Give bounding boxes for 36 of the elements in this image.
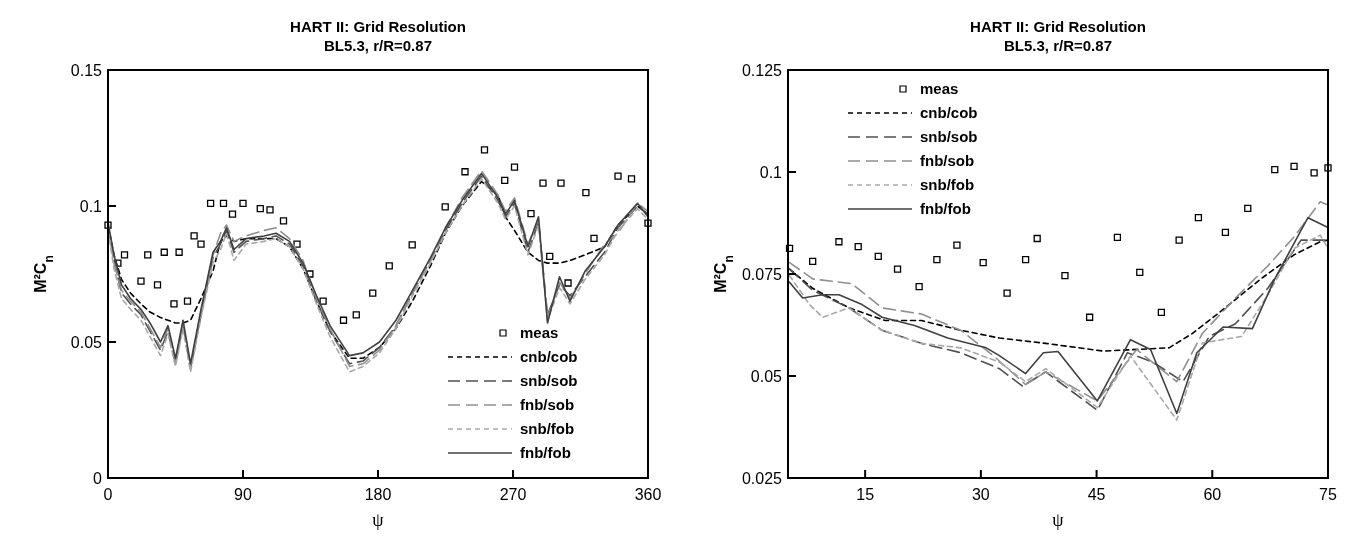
legend-label: fnb/fob xyxy=(920,200,971,218)
y-tick-label: 0 xyxy=(93,469,103,487)
chart-subtitle: BL5.3, r/R=0.87 xyxy=(1004,37,1112,54)
y-tick-label: 0.025 xyxy=(741,469,783,487)
y-tick-label: 0.1 xyxy=(79,197,103,215)
legend-label: meas xyxy=(520,324,559,342)
x-tick-label: 60 xyxy=(1203,486,1222,503)
legend-label: snb/fob xyxy=(920,176,975,194)
legend-label: fnb/sob xyxy=(920,152,975,170)
x-tick-label: 270 xyxy=(499,486,527,503)
x-tick-label: 360 xyxy=(634,486,662,503)
legend-label: cnb/cob xyxy=(520,348,578,366)
x-tick-label: 90 xyxy=(234,486,252,503)
y-tick-label: 0.05 xyxy=(750,367,783,385)
x-tick-label: 45 xyxy=(1087,486,1106,503)
y-tick-label: 0.05 xyxy=(70,333,103,351)
y-tick-label: 0.1 xyxy=(759,163,783,181)
x-axis-title: ψ xyxy=(1052,510,1065,530)
x-tick-label: 30 xyxy=(971,486,990,503)
legend-label: cnb/cob xyxy=(920,104,978,122)
x-tick-label: 15 xyxy=(856,486,875,503)
legend-label: snb/sob xyxy=(520,372,578,390)
y-tick-label: 0.15 xyxy=(70,61,103,79)
y-tick-label: 0.075 xyxy=(741,265,783,283)
chart-title: HART II: Grid Resolution xyxy=(290,18,466,35)
legend-label: meas xyxy=(920,80,959,98)
legend-label: fnb/sob xyxy=(520,396,575,414)
chart-title: HART II: Grid Resolution xyxy=(970,18,1146,35)
legend-label: fnb/fob xyxy=(520,444,571,462)
x-axis-title: ψ xyxy=(372,510,385,530)
legend-label: snb/fob xyxy=(520,420,575,438)
legend-label: snb/sob xyxy=(920,128,978,146)
chart-subtitle: BL5.3, r/R=0.87 xyxy=(324,37,432,54)
y-tick-label: 0.125 xyxy=(741,61,783,79)
x-tick-label: 180 xyxy=(364,486,392,503)
x-tick-label: 75 xyxy=(1319,486,1337,503)
